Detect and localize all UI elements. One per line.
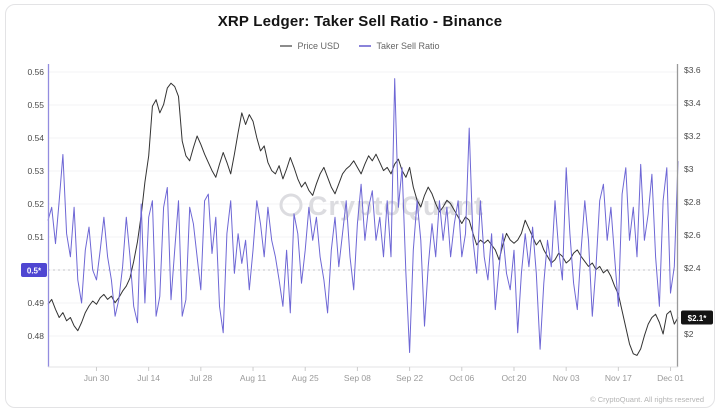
taker-sell-ratio-line [47,78,679,353]
svg-text:Dec 01: Dec 01 [657,373,684,383]
legend-item-price-usd[interactable]: Price USD [280,41,339,51]
legend-label-taker-sell-ratio: Taker Sell Ratio [376,41,440,51]
svg-text:0.52: 0.52 [27,199,44,209]
svg-text:Sep 08: Sep 08 [344,373,371,383]
svg-text:0.49: 0.49 [27,298,44,308]
footer-copyright: © CryptoQuant. All rights reserved [590,395,704,404]
left-axis-badge: 0.5* [21,263,47,277]
svg-text:0.56: 0.56 [27,67,44,77]
svg-text:$3: $3 [684,164,694,174]
watermark-text: CryptoQuant [308,191,484,221]
svg-text:0.51: 0.51 [27,232,44,242]
svg-text:$3.2: $3.2 [684,131,701,141]
price-usd-line-swatch [280,45,293,47]
x-axis-labels: Jun 30 Jul 14 Jul 28 Aug 11 Aug 25 Sep 08 Sep … [84,367,684,383]
svg-text:Oct 20: Oct 20 [501,373,526,383]
axis-spines [47,64,679,368]
svg-text:Aug 25: Aug 25 [292,373,319,383]
svg-text:Aug 11: Aug 11 [240,373,267,383]
price-usd-line [47,82,679,356]
right-axis-labels: $3.6 $3.4 $3.2 $3 $2.8 $2.6 $2.4 $2 [684,65,701,339]
svg-text:0.48: 0.48 [27,331,44,341]
watermark: CryptoQuant [279,191,484,221]
taker-sell-ratio-line-swatch [359,45,372,47]
left-axis-labels: 0.56 0.55 0.54 0.53 0.52 0.51 0.49 0.48 [27,67,44,341]
svg-text:Nov 03: Nov 03 [553,373,580,383]
svg-text:$2.4: $2.4 [684,263,701,273]
svg-text:$2.8: $2.8 [684,197,701,207]
svg-text:Jul 28: Jul 28 [189,373,212,383]
svg-text:$2: $2 [684,329,694,339]
right-axis-badge: $2.1* [681,310,713,325]
svg-text:Jun 30: Jun 30 [84,373,110,383]
legend: Price USD Taker Sell Ratio [0,41,720,51]
svg-text:Sep 22: Sep 22 [396,373,423,383]
svg-text:0.5*: 0.5* [27,267,42,276]
svg-text:0.55: 0.55 [27,100,44,110]
svg-text:$2.6: $2.6 [684,230,701,240]
svg-text:Jul 14: Jul 14 [137,373,160,383]
cryptoquant-logo-icon [279,193,303,217]
legend-item-taker-sell-ratio[interactable]: Taker Sell Ratio [359,41,440,51]
svg-text:0.54: 0.54 [27,133,44,143]
svg-text:0.53: 0.53 [27,166,44,176]
svg-text:Nov 17: Nov 17 [605,373,632,383]
svg-text:Oct 06: Oct 06 [449,373,474,383]
legend-label-price-usd: Price USD [297,41,340,51]
svg-text:$3.6: $3.6 [684,65,701,75]
svg-text:$2.1*: $2.1* [688,314,708,323]
page-title: XRP Ledger: Taker Sell Ratio - Binance [217,13,503,30]
svg-text:$3.4: $3.4 [684,98,701,108]
